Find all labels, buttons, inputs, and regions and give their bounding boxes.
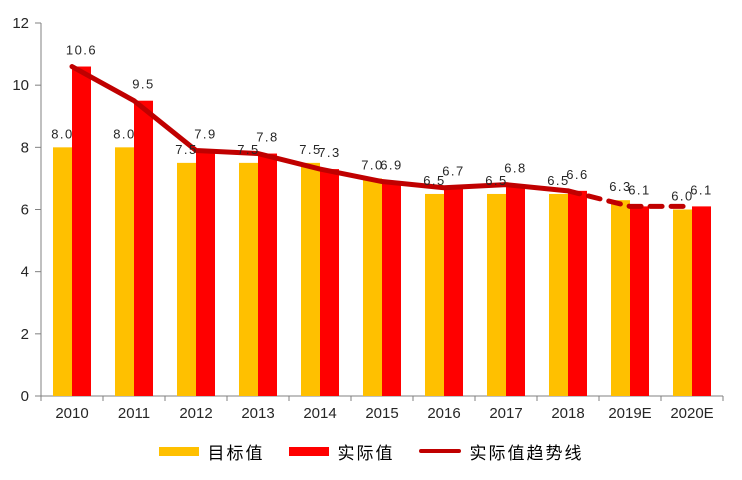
value-label-actual-value-2012: 7.9 <box>194 126 217 141</box>
legend-swatch-actual-value <box>288 446 329 456</box>
x-axis-category-label: 2019E <box>608 405 651 422</box>
bar-actual-value-2016 <box>444 187 463 396</box>
bar-target-value-2013 <box>239 162 258 396</box>
y-axis-tick-label: 10 <box>12 77 29 94</box>
value-label-target-value-2014: 7.5 <box>299 142 322 157</box>
value-label-target-value-2013: 7.5 <box>237 142 260 157</box>
x-axis-category-label: 2012 <box>179 405 212 422</box>
legend-item-actual-trendline: 实际值趋势线 <box>418 439 584 464</box>
value-label-target-value-2010: 8.0 <box>51 126 74 141</box>
x-axis-category-label: 2014 <box>303 405 336 422</box>
x-axis-category-label: 2020E <box>670 405 713 422</box>
bar-actual-value-2015 <box>382 181 401 396</box>
x-axis-category-label: 2017 <box>489 405 522 422</box>
bar-target-value-2015 <box>363 178 382 396</box>
chart-legend: 目标值 实际值 实际值趋势线 <box>0 439 742 464</box>
bar-actual-value-2020E <box>692 206 711 396</box>
y-axis-tick-label: 2 <box>21 326 29 343</box>
value-label-target-value-2016: 6.5 <box>423 173 446 188</box>
value-label-actual-value-2016: 6.7 <box>442 164 465 179</box>
value-label-actual-value-2011: 9.5 <box>132 77 155 92</box>
bar-target-value-2020E <box>673 209 692 396</box>
legend-item-target-value: 目标值 <box>158 439 265 464</box>
value-label-actual-value-2019E: 6.1 <box>628 182 651 197</box>
x-axis-category-label: 2018 <box>551 405 584 422</box>
bar-target-value-2016 <box>425 193 444 396</box>
bar-target-value-2014 <box>301 162 320 396</box>
y-axis-tick-label: 8 <box>21 139 29 156</box>
value-label-target-value-2019E: 6.3 <box>609 179 632 194</box>
bar-target-value-2011 <box>115 147 134 396</box>
legend-label-actual-value: 实际值 <box>337 443 395 464</box>
value-label-actual-value-2013: 7.8 <box>256 130 279 145</box>
legend-swatch-target-value <box>158 446 199 456</box>
bar-actual-value-2013 <box>258 153 277 396</box>
trendline-dashed <box>565 188 695 209</box>
bar-actual-value-2018 <box>568 190 587 396</box>
legend-item-actual-value: 实际值 <box>288 439 395 464</box>
value-label-actual-value-2010: 10.6 <box>66 43 97 58</box>
value-label-target-value-2015: 7.0 <box>361 157 384 172</box>
y-axis-tick-label: 4 <box>21 264 29 281</box>
bar-actual-value-2014 <box>320 169 339 396</box>
bar-actual-value-2019E <box>630 206 649 396</box>
x-axis-category-label: 2011 <box>118 405 150 422</box>
x-axis-category-label: 2015 <box>365 405 398 422</box>
trendline-solid <box>69 64 571 194</box>
x-axis-category-label: 2010 <box>55 405 88 422</box>
x-axis-category-label: 2016 <box>427 405 460 422</box>
legend-label-actual-trendline: 实际值趋势线 <box>469 443 584 464</box>
value-label-target-value-2018: 6.5 <box>547 173 570 188</box>
value-label-actual-value-2018: 6.6 <box>566 167 589 182</box>
legend-label-target-value: 目标值 <box>207 443 265 464</box>
bar-target-value-2010 <box>53 147 72 396</box>
value-label-actual-value-2017: 6.8 <box>504 161 527 176</box>
x-axis-category-label: 2013 <box>241 405 274 422</box>
bar-actual-value-2011 <box>134 100 153 396</box>
legend-swatch-actual-trendline <box>418 449 461 453</box>
value-label-target-value-2020E: 6.0 <box>671 189 694 204</box>
y-axis-tick-label: 6 <box>21 202 29 219</box>
bar-target-value-2018 <box>549 193 568 396</box>
value-label-target-value-2012: 7.5 <box>175 142 198 157</box>
bar-target-value-2019E <box>611 200 630 396</box>
value-label-target-value-2017: 6.5 <box>485 173 508 188</box>
value-label-actual-value-2015: 6.9 <box>380 158 403 173</box>
bar-actual-value-2010 <box>72 66 91 397</box>
bar-target-value-2012 <box>177 162 196 396</box>
value-label-target-value-2011: 8.0 <box>113 126 136 141</box>
bar-target-value-2017 <box>487 193 506 396</box>
y-axis-tick-label: 0 <box>21 388 29 405</box>
bar-actual-value-2017 <box>506 184 525 396</box>
bar-actual-value-2012 <box>196 150 215 396</box>
y-axis-tick-label: 12 <box>12 15 29 32</box>
value-label-actual-value-2020E: 6.1 <box>690 182 713 197</box>
plot-area: 0 2 4 6 8 10 12 2010 2011 2012 2013 2014 2015 2016 201… <box>12 15 724 422</box>
value-label-actual-value-2014: 7.3 <box>318 145 341 160</box>
